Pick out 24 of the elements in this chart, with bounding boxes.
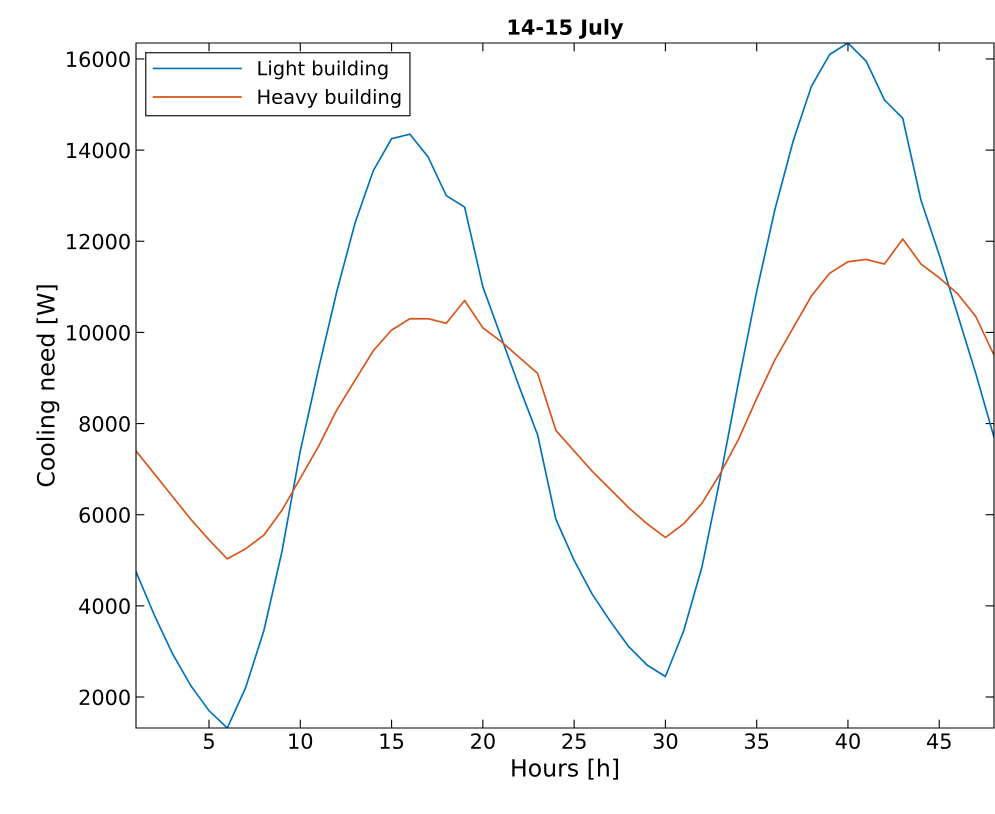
- x-tick-label: 10: [289, 733, 312, 749]
- x-tick-label: 15: [380, 734, 404, 749]
- chart-title: 14-15 July: [508, 18, 624, 40]
- y-tick-label: 14000: [67, 142, 130, 158]
- y-tick-label: 2000: [80, 689, 130, 706]
- y-tick-label: 16000: [67, 51, 130, 68]
- x-tick-label: 40: [836, 733, 860, 749]
- line-series: [136, 238, 994, 560]
- y-tick-label: 12000: [67, 234, 130, 250]
- x-tick-label: 5: [204, 734, 214, 749]
- y-tick-label: 8000: [80, 416, 130, 432]
- line-series: [136, 43, 994, 728]
- x-axis-title: Hours [h]: [512, 758, 618, 780]
- x-tick-label: 30: [654, 733, 678, 749]
- x-tick-label: 25: [562, 733, 586, 749]
- legend-label: Heavy building: [258, 89, 400, 108]
- legend-label: Light building: [258, 60, 388, 80]
- y-axis-title: Cooling need [W]: [36, 285, 60, 486]
- y-tick-label: 6000: [80, 507, 130, 523]
- y-tick-label: 10000: [67, 324, 130, 341]
- x-tick-label: 45: [927, 734, 951, 749]
- x-tick-label: 20: [471, 733, 495, 749]
- x-tick-label: 35: [745, 733, 768, 749]
- y-tick-label: 4000: [79, 598, 130, 614]
